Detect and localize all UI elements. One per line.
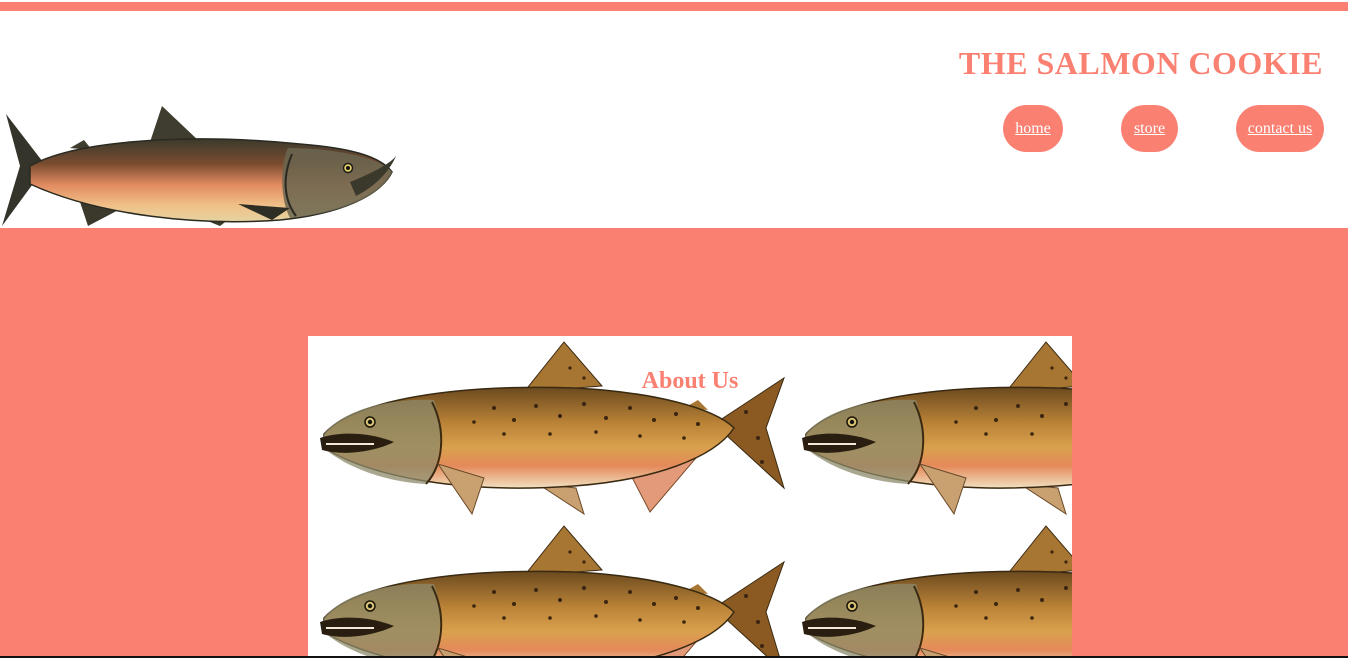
about-section: About Us [308,336,1072,658]
trout-tile-image [801,341,1072,515]
top-accent-bar [0,2,1348,11]
hero-salmon-image [2,106,396,226]
bottom-border [0,656,1348,658]
trout-tile-image [319,525,785,658]
nav-home-button[interactable]: home [1003,105,1063,152]
about-title: About Us [641,368,739,394]
site-title: THE SALMON COOKIE [958,45,1323,81]
site-header: THE SALMON COOKIE [0,12,1348,228]
main-content: About Us [0,228,1348,658]
nav-store-button[interactable]: store [1121,105,1178,152]
nav-contact-us-button[interactable]: contact us [1236,105,1324,152]
trout-tile-image [319,341,785,515]
top-accent-strip [0,0,1348,12]
trout-tile-image [801,525,1072,658]
